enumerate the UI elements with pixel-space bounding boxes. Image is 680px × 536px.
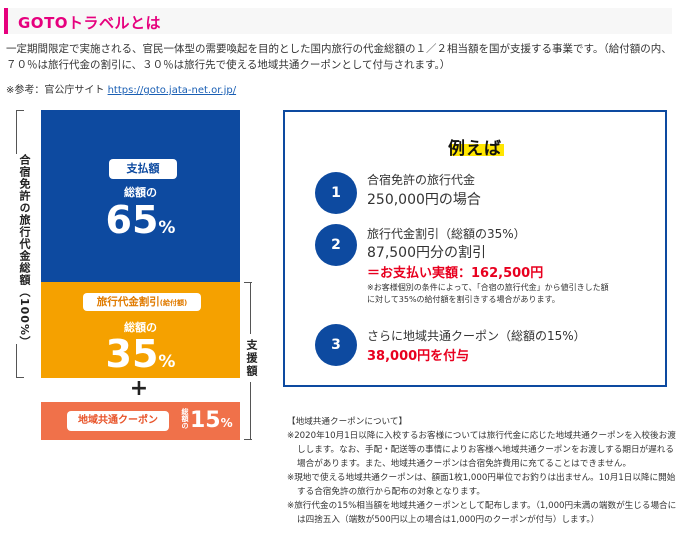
step-2-line-1: 旅行代金割引（総額の35%） (367, 227, 526, 241)
reference: ※参考：官公庁サイト https://goto.jata-net.or.jp/ (6, 81, 236, 96)
example-box: 例えば 1 合宿免許の旅行代金 250,000円の場合 2 旅行代金割引（総額の… (283, 110, 667, 387)
discount-badge-label: 旅行代金割引 (96, 296, 160, 308)
payment-percent: 65% (41, 200, 240, 248)
discount-percent: 35% (41, 334, 240, 382)
step-2-number: 2 (315, 224, 357, 266)
coupon-percent: 15% (190, 408, 233, 436)
note-item-2: ※現地で使える地域共通クーポンは、額面1枚1,000円単位でお釣りは出ません。1… (287, 473, 676, 497)
step-1-line-2: 250,000円の場合 (367, 192, 481, 208)
coupon-sub: 総額の (181, 408, 189, 429)
notes-heading: 【地域共通クーポンについて】 (287, 417, 408, 427)
step-2-note: ※お客様個別の条件によって、「合宿の旅行代金」から値引きした額 に対して35%の… (367, 282, 647, 306)
step-2-note-2: に対して35%の給付額を割引きする場合があります。 (367, 295, 560, 304)
coupon-value: 15 (190, 408, 221, 433)
discount-block: 旅行代金割引(給付額) 総額の 35% (41, 282, 240, 378)
coupon-block: 地域共通クーポン 総額の 15% (41, 402, 240, 440)
step-2-note-1: ※お客様個別の条件によって、「合宿の旅行代金」から値引きした額 (367, 283, 609, 292)
coupon-badge: 地域共通クーポン (67, 411, 169, 431)
payment-unit: % (158, 218, 176, 238)
step-3-line-2: 38,000円を付与 (367, 349, 470, 364)
payment-badge: 支払額 (109, 159, 177, 179)
header-bar: GOTOトラベルとは (4, 8, 672, 34)
page-title: GOTOトラベルとは (18, 14, 162, 32)
discount-badge: 旅行代金割引(給付額) (83, 293, 201, 311)
payment-value: 65 (105, 198, 159, 242)
note-item-1: ※2020年10月1日以降に入校するお客様については旅行代金に応じた地域共通クー… (287, 431, 676, 469)
step-1-number: 1 (315, 172, 357, 214)
discount-unit: % (158, 352, 176, 372)
coupon-notes: 【地域共通クーポンについて】 ※2020年10月1日以降に入校するお客様について… (287, 415, 677, 527)
title-highlight (450, 144, 504, 156)
step-3-number: 3 (315, 324, 357, 366)
payment-block: 支払額 総額の 65% (41, 110, 240, 282)
intro-line-2: ７０％は旅行代金の割引に、３０％は旅行先で使える地域共通クーポンとして付与されま… (6, 59, 451, 71)
discount-value: 35 (105, 332, 159, 376)
total-label: 合宿免許の旅行代金総額（100%） (10, 154, 32, 348)
step-1-line-1: 合宿免許の旅行代金 (367, 173, 476, 187)
step-2-line-3: ＝お支払い実額：162,500円 (367, 266, 544, 281)
plus-icon: + (129, 376, 149, 401)
example-title-text: 例えば (448, 139, 502, 159)
support-label: 支援額 (243, 334, 259, 382)
discount-badge-small: (給付額) (159, 299, 188, 307)
reference-link[interactable]: https://goto.jata-net.or.jp/ (107, 85, 237, 96)
discount-sub: 総額の (124, 321, 157, 334)
intro-text: 一定期間限定で実施される、官民一体型の需要喚起を目的とした国内旅行の代金総額の１… (6, 41, 674, 73)
intro-line-1: 一定期間限定で実施される、官民一体型の需要喚起を目的とした国内旅行の代金総額の１… (6, 43, 672, 55)
note-item-3: ※旅行代金の15%相当額を地域共通クーポンとして配布します。（1,000円未満の… (287, 501, 677, 525)
reference-label: ※参考：官公庁サイト (6, 85, 105, 96)
step-2-line-2: 87,500円分の割引 (367, 245, 486, 261)
step-3-line-1: さらに地域共通クーポン（総額の15%） (367, 329, 586, 343)
payment-sub: 総額の (124, 186, 157, 199)
coupon-unit: % (220, 416, 233, 430)
example-title: 例えば (448, 134, 508, 159)
